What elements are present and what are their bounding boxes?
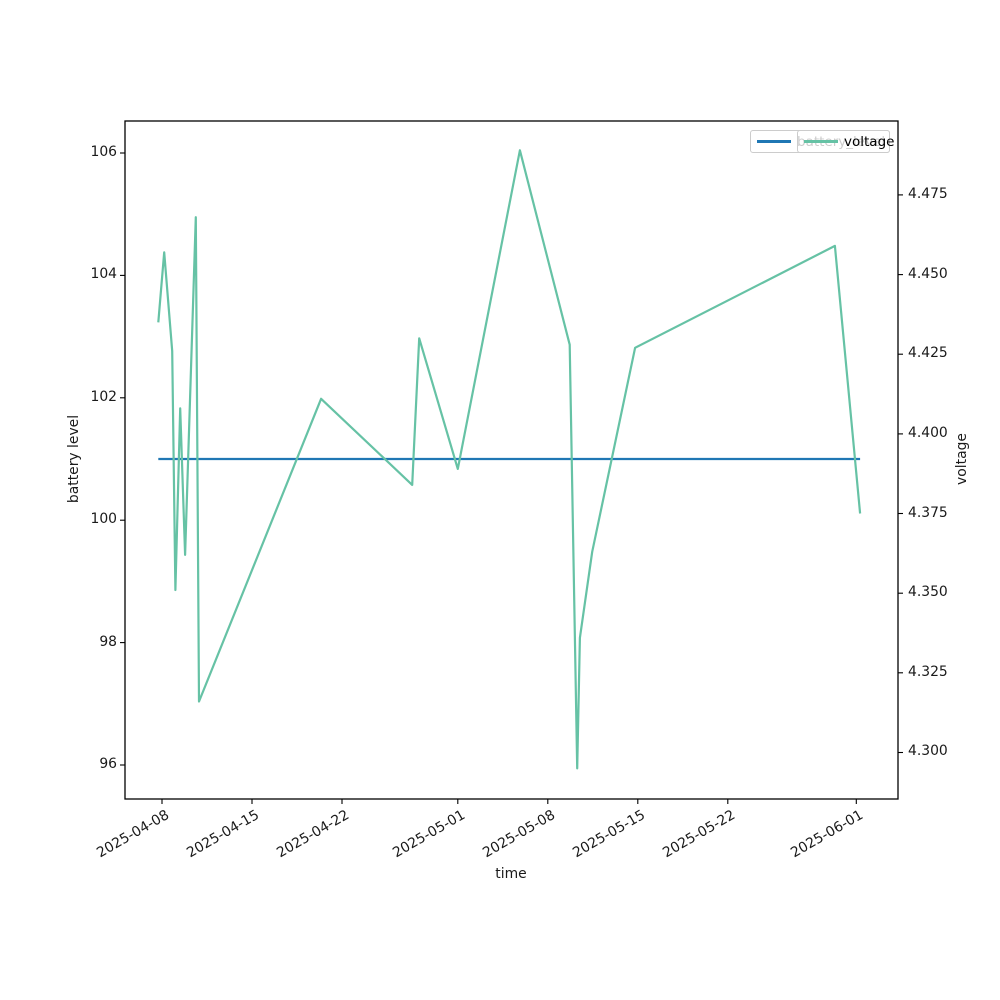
y-left-tick-label: 102 <box>90 388 117 405</box>
y-right-tick-label: 4.400 <box>908 424 948 441</box>
axes-frame <box>124 120 899 800</box>
series-line-voltage <box>157 149 862 770</box>
y-left-axis-label: battery level <box>66 414 82 504</box>
y-right-tick-label: 4.425 <box>908 345 948 362</box>
y-left-tick-label: 106 <box>90 144 117 160</box>
y-right-tick-label: 4.325 <box>908 663 948 680</box>
legend-voltage-line-sample <box>804 140 838 143</box>
legend-voltage-label: voltage <box>844 133 895 150</box>
legend-battery-line-sample <box>757 140 791 143</box>
y-right-tick-label: 4.475 <box>908 185 948 202</box>
y-left-tick-label: 98 <box>99 633 117 650</box>
y-right-axis-label: voltage <box>954 433 970 485</box>
y-left-tick-label: 100 <box>90 511 117 528</box>
y-right-tick-label: 4.300 <box>908 743 948 760</box>
y-right-tick-label: 4.375 <box>908 504 948 521</box>
y-left-tick-label: 104 <box>90 266 117 283</box>
y-right-tick-label: 4.450 <box>908 265 948 282</box>
x-axis-label: time <box>495 866 527 882</box>
y-right-tick-label: 4.350 <box>908 584 948 601</box>
y-left-tick-label: 96 <box>99 756 117 773</box>
legend-voltage: voltage <box>797 130 894 153</box>
